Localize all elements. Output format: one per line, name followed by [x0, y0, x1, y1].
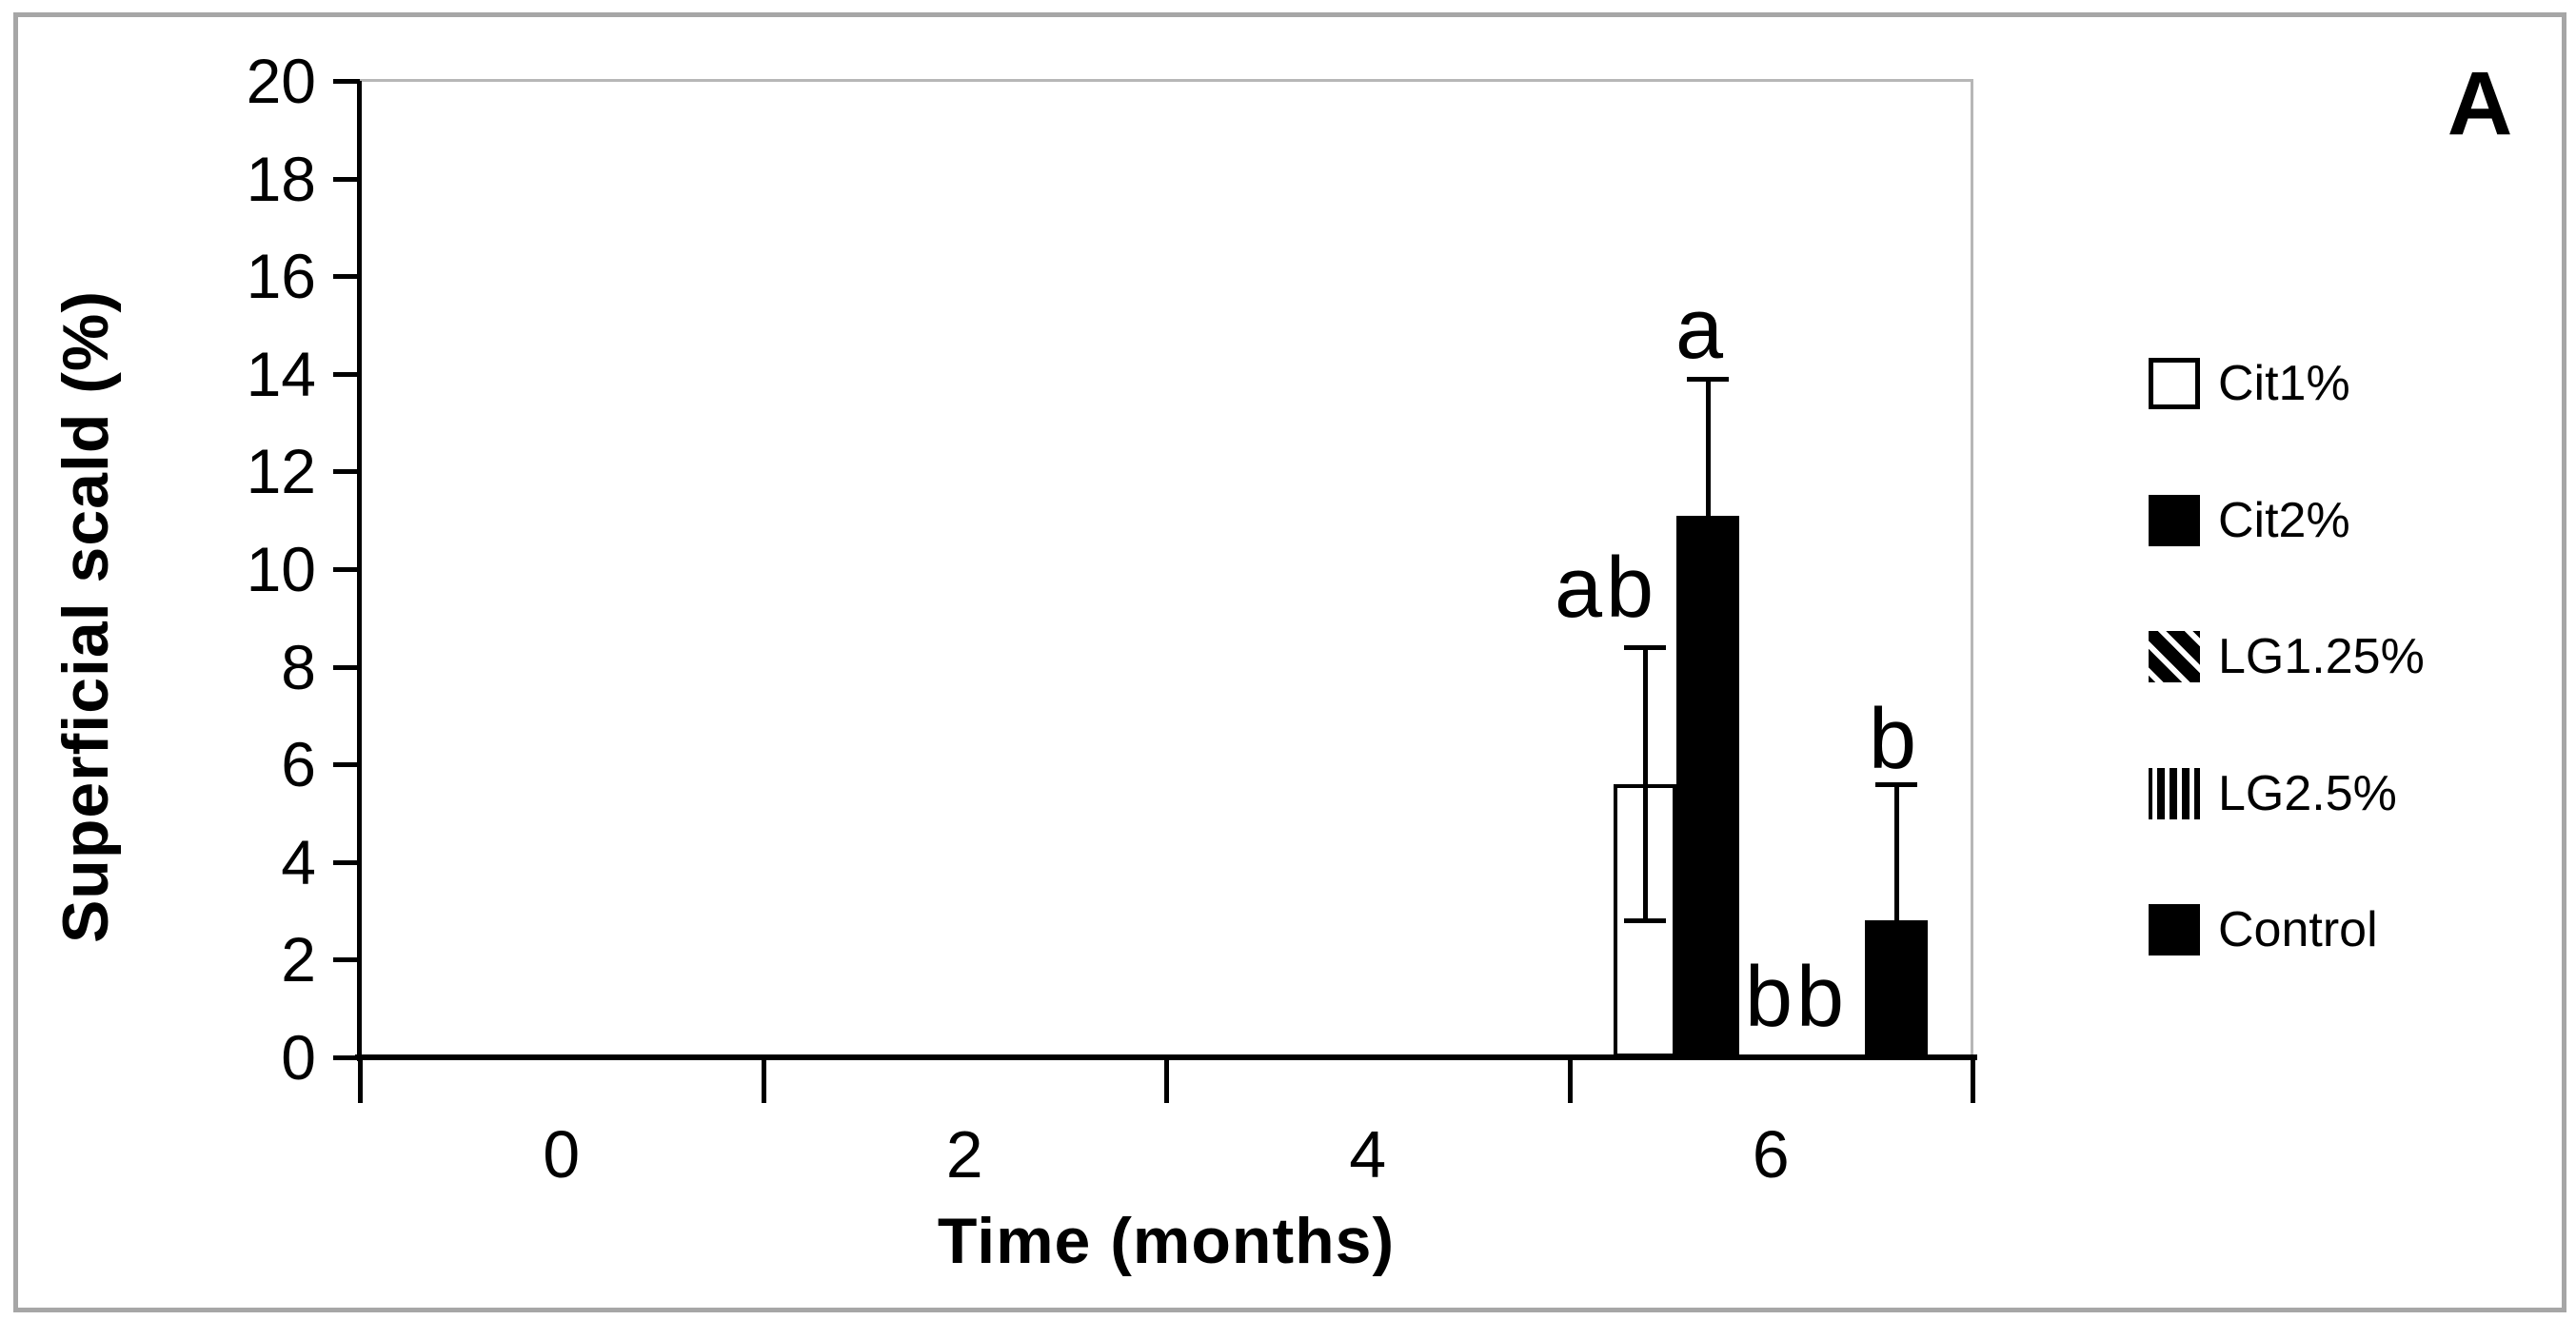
y-tick-label-20: 20: [246, 46, 316, 116]
error-bar-cap-top-Cit1%: [1624, 645, 1667, 651]
error-bar-line-Cit1%: [1642, 647, 1648, 921]
plot-border-right: [1971, 79, 1973, 1059]
x-tick-0: [358, 1057, 363, 1103]
sig-label-ab: ab: [1554, 541, 1658, 636]
error-bar-cap-top-Control: [1875, 781, 1918, 787]
y-tick-label-6: 6: [281, 729, 316, 800]
x-tick-label-0: 0: [543, 1117, 581, 1192]
y-tick-12: [333, 469, 360, 475]
bar-Control-month6: [1865, 920, 1929, 1057]
legend-swatch-Cit2%: [2149, 494, 2200, 546]
y-tick-18: [333, 176, 360, 182]
legend-swatch-Control: [2149, 904, 2200, 956]
y-tick-label-4: 4: [281, 826, 316, 897]
legend-label-Cit1%: Cit1%: [2218, 356, 2350, 411]
y-tick-label-14: 14: [246, 338, 316, 409]
y-tick-8: [333, 664, 360, 670]
legend-label-LG2.5%: LG2.5%: [2218, 765, 2397, 821]
x-tick-label-4: 4: [1349, 1117, 1387, 1192]
legend-label-Control: Control: [2218, 902, 2378, 957]
y-tick-0: [333, 1055, 360, 1060]
y-tick-4: [333, 859, 360, 865]
legend-label-LG1.25%: LG1.25%: [2218, 629, 2425, 684]
y-tick-label-0: 0: [281, 1022, 316, 1093]
x-tick-4: [1971, 1057, 1975, 1103]
y-tick-label-12: 12: [246, 436, 316, 507]
y-tick-label-16: 16: [246, 241, 316, 312]
y-tick-label-2: 2: [281, 924, 316, 995]
y-tick-label-18: 18: [246, 143, 316, 214]
y-tick-2: [333, 957, 360, 963]
y-tick-label-10: 10: [246, 534, 316, 604]
bar-Cit2%-month6: [1676, 515, 1740, 1057]
x-tick-1: [761, 1057, 766, 1103]
legend-swatch-LG1.25%: [2149, 631, 2200, 682]
legend-swatch-Cit1%: [2149, 358, 2200, 409]
x-tick-3: [1567, 1057, 1573, 1103]
x-axis-title: Time (months): [937, 1205, 1396, 1277]
x-tick-2: [1164, 1057, 1169, 1103]
panel-letter: A: [2447, 53, 2513, 154]
y-tick-20: [333, 79, 360, 84]
error-bar-line-Control: [1893, 783, 1899, 921]
y-tick-label-8: 8: [281, 631, 316, 702]
error-bar-cap-bottom-Cit1%: [1624, 918, 1667, 924]
sig-label-b: b: [1868, 692, 1921, 787]
error-bar-line-Cit2%: [1705, 378, 1711, 516]
x-tick-label-2: 2: [945, 1117, 983, 1192]
legend-label-Cit2%: Cit2%: [2218, 492, 2350, 548]
y-tick-16: [333, 274, 360, 280]
plot-border-top: [360, 79, 1972, 82]
y-tick-6: [333, 762, 360, 768]
sig-label-bb: bb: [1744, 950, 1849, 1045]
y-tick-14: [333, 371, 360, 377]
y-tick-10: [333, 567, 360, 572]
figure-outer-border: [13, 12, 2566, 1312]
error-bar-cap-top-Cit2%: [1687, 376, 1730, 382]
legend-swatch-LG2.5%: [2149, 767, 2200, 819]
sig-label-a: a: [1674, 282, 1728, 377]
x-tick-label-6: 6: [1752, 1117, 1790, 1192]
